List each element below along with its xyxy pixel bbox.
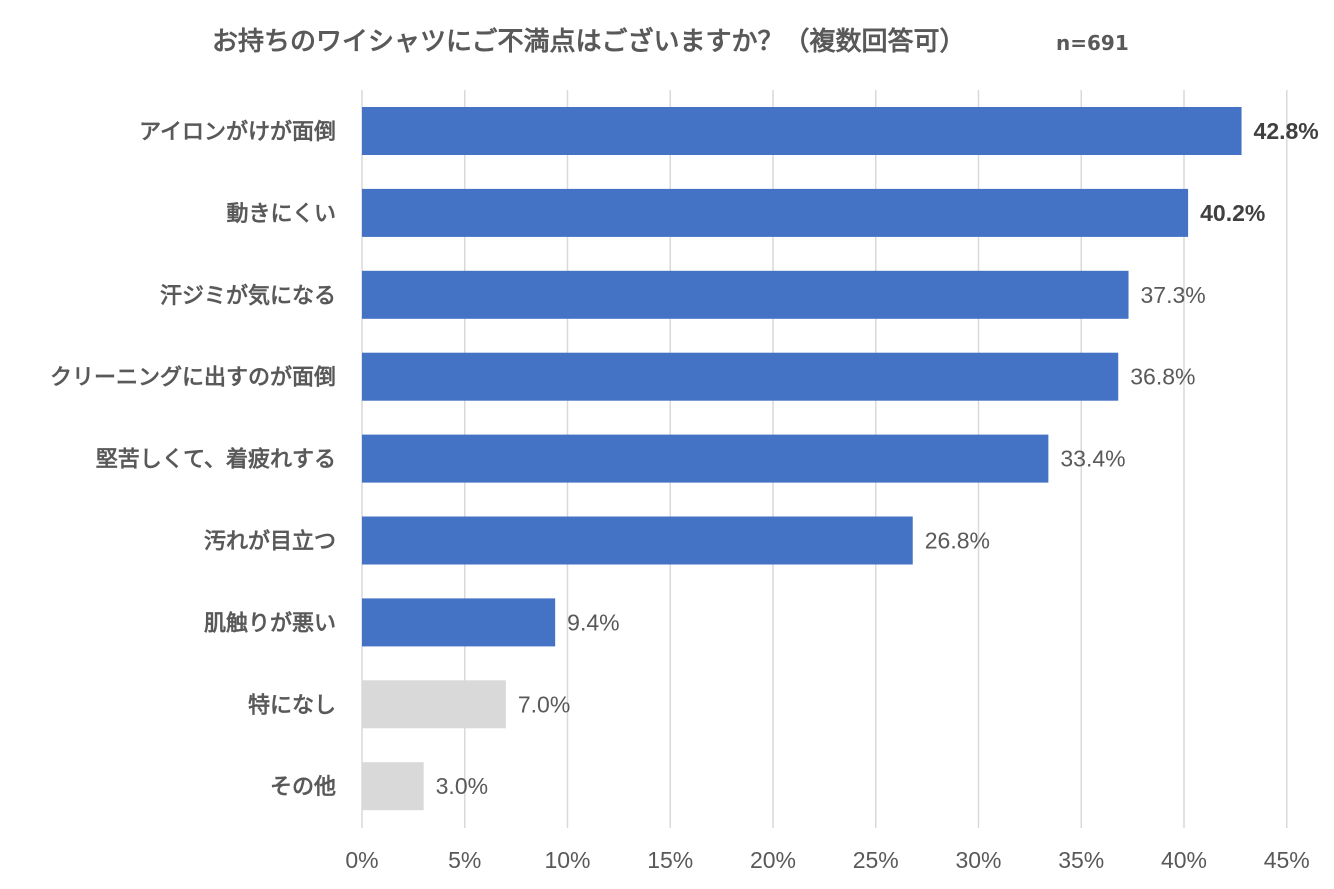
bar	[362, 434, 1049, 483]
category-label: 肌触りが悪い	[204, 610, 336, 636]
category-label: 特になし	[248, 692, 336, 718]
category-label: アイロンがけが面倒	[139, 119, 336, 145]
bar	[362, 107, 1242, 155]
x-tick-label: 20%	[750, 847, 796, 873]
value-label: 7.0%	[518, 691, 570, 717]
category-label: 動きにくい	[226, 202, 336, 227]
category-label: クリーニングに出すのが面倒	[50, 365, 336, 391]
chart-subtitle: n=691	[1056, 31, 1129, 55]
bar	[362, 598, 556, 647]
bars	[362, 107, 1242, 811]
value-label: 40.2%	[1200, 200, 1265, 226]
bar	[362, 680, 506, 729]
x-axis-tick-labels: 0% 5% 10% 15% 20% 25% 30% 35% 40% 45%	[345, 847, 1309, 873]
bar	[362, 762, 424, 811]
x-tick-label: 30%	[955, 847, 1001, 873]
x-tick-label: 45%	[1264, 847, 1310, 873]
bar	[362, 188, 1189, 237]
x-tick-label: 35%	[1058, 847, 1104, 873]
bar	[362, 516, 913, 565]
value-label: 9.4%	[567, 609, 619, 635]
category-label: 汚れが目立つ	[204, 529, 336, 555]
x-tick-label: 5%	[448, 847, 481, 873]
category-label: その他	[270, 775, 336, 800]
value-label: 42.8%	[1254, 118, 1319, 144]
x-tick-label: 10%	[544, 847, 590, 873]
value-label: 3.0%	[436, 773, 488, 799]
category-label: 堅苦しくて、着疲れする	[96, 447, 336, 473]
value-label: 37.3%	[1141, 282, 1206, 308]
category-labels: アイロンがけが面倒動きにくい汗ジミが気になるクリーニングに出すのが面倒堅苦しくて…	[50, 119, 336, 800]
category-label: 汗ジミが気になる	[160, 283, 336, 309]
bar	[362, 352, 1119, 401]
x-tick-label: 40%	[1161, 847, 1207, 873]
value-label: 36.8%	[1130, 364, 1195, 390]
value-label: 33.4%	[1060, 446, 1125, 472]
x-tick-label: 15%	[647, 847, 693, 873]
bar	[362, 270, 1129, 319]
chart-title: お持ちのワイシャツにご不満点はございますか？（複数回答可）	[212, 26, 965, 57]
x-tick-label: 25%	[853, 847, 899, 873]
value-label: 26.8%	[925, 528, 990, 554]
x-tick-label: 0%	[345, 847, 378, 873]
value-labels: 42.8% 40.2% 37.3% 36.8% 33.4% 26.8% 9.4% 7.0% 3.…	[436, 118, 1319, 799]
